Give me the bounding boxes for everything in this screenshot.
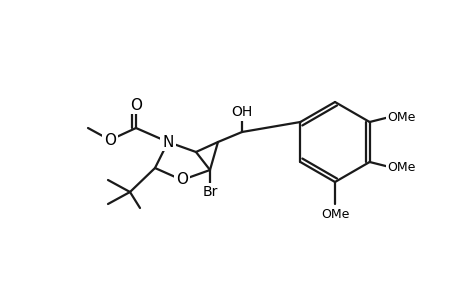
Text: OH: OH — [231, 105, 252, 119]
Text: OMe: OMe — [386, 160, 415, 173]
Text: OMe: OMe — [386, 110, 415, 124]
Text: O: O — [176, 172, 188, 188]
Text: N: N — [162, 134, 174, 149]
Text: O: O — [130, 98, 142, 112]
Text: O: O — [104, 133, 116, 148]
Text: OMe: OMe — [320, 208, 348, 220]
Text: Br: Br — [202, 185, 217, 199]
